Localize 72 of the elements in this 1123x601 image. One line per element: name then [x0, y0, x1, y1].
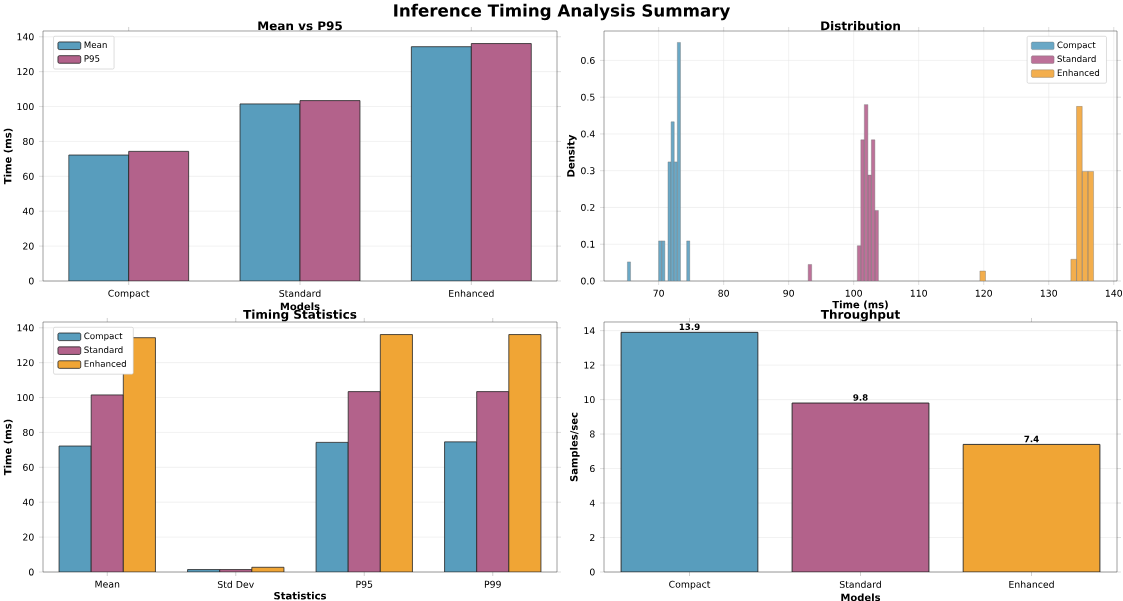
x-tick-label: 120 [975, 289, 992, 297]
x-tick-label: Compact [669, 580, 711, 590]
y-axis-title: Density [566, 134, 577, 177]
y-tick-label: 60 [23, 172, 34, 180]
y-tick-label: 12 [584, 361, 595, 369]
y-tick-label: 10 [584, 396, 595, 404]
legend-label: Enhanced [1057, 69, 1100, 76]
y-axis-title: Time (ms) [3, 128, 13, 185]
y-tick-label: 0 [28, 568, 34, 576]
y-tick-label: 60 [23, 463, 34, 471]
y-tick-label: 140 [17, 324, 34, 332]
x-axis-title: Statistics [274, 591, 327, 600]
y-tick-label: 0.4 [581, 130, 595, 138]
y-tick-label: 100 [17, 103, 34, 111]
y-tick-label: 120 [17, 68, 34, 76]
y-tick-label: 80 [23, 137, 34, 145]
y-axis-title: Time (ms) [3, 419, 13, 476]
x-tick-label: 130 [1040, 289, 1058, 297]
chart-title: Distribution [821, 21, 900, 31]
chart-title: Mean vs P95 [258, 21, 342, 31]
y-tick-label: 2 [590, 534, 595, 541]
legend-label: P95 [84, 55, 100, 62]
x-tick-label: Mean [95, 580, 120, 588]
x-tick-label: 70 [653, 289, 664, 297]
x-tick-label: Standard [279, 289, 321, 297]
y-tick-label: 100 [17, 394, 34, 402]
x-axis-title: Time (ms) [832, 300, 888, 310]
data-label: 13.9 [679, 323, 700, 331]
x-tick-label: 110 [910, 289, 927, 297]
chart-title: Throughput [820, 309, 900, 322]
y-tick-label: 14 [584, 327, 595, 335]
y-tick-label: 0.3 [581, 167, 595, 175]
legend-label: Enhanced [84, 360, 126, 367]
y-tick-label: 40 [22, 498, 34, 506]
y-tick-label: 20 [23, 242, 34, 250]
y-tick-label: 0 [28, 277, 34, 285]
x-tick-label: Std Dev [217, 580, 254, 588]
y-tick-label: 0 [589, 568, 595, 576]
data-label: 9.8 [853, 394, 868, 401]
y-tick-label: 0.0 [581, 277, 595, 285]
text: Inference Timing Analysis Summary [394, 3, 731, 21]
legend-label: Standard [84, 346, 123, 354]
y-tick-label: 20 [23, 533, 34, 541]
x-tick-label: Enhanced [449, 289, 494, 297]
x-tick-label: 90 [783, 289, 794, 297]
y-tick-label: 0.6 [581, 56, 595, 64]
x-tick-label: 140 [1105, 289, 1123, 297]
x-tick-label: P95 [356, 580, 373, 588]
x-tick-label: P99 [484, 580, 501, 588]
legend-label: Mean [84, 41, 107, 49]
y-tick-label: 4 [589, 499, 595, 507]
y-axis-title: Samples/sec [569, 412, 580, 482]
legend-label: Standard [1057, 55, 1096, 63]
x-tick-label: Compact [108, 289, 150, 299]
x-tick-label: Standard [839, 580, 881, 588]
x-axis-title: Models [280, 302, 320, 311]
legend-label: Compact [84, 332, 123, 341]
y-tick-label: 0.1 [581, 240, 595, 248]
x-tick-label: 100 [845, 289, 862, 297]
y-tick-label: 0.5 [581, 93, 595, 101]
y-tick-label: 80 [23, 428, 34, 436]
y-tick-label: 8 [589, 430, 595, 438]
y-tick-label: 6 [590, 465, 595, 473]
y-tick-label: 140 [17, 33, 34, 41]
x-axis-title: Models [841, 593, 881, 601]
y-tick-label: 0.2 [581, 203, 595, 211]
y-tick-label: 40 [22, 207, 34, 215]
legend-label: Compact [1057, 41, 1096, 50]
y-tick-label: 120 [17, 359, 34, 367]
data-label: 7.4 [1024, 435, 1039, 443]
x-tick-label: 80 [718, 289, 729, 297]
x-tick-label: Enhanced [1009, 580, 1054, 588]
